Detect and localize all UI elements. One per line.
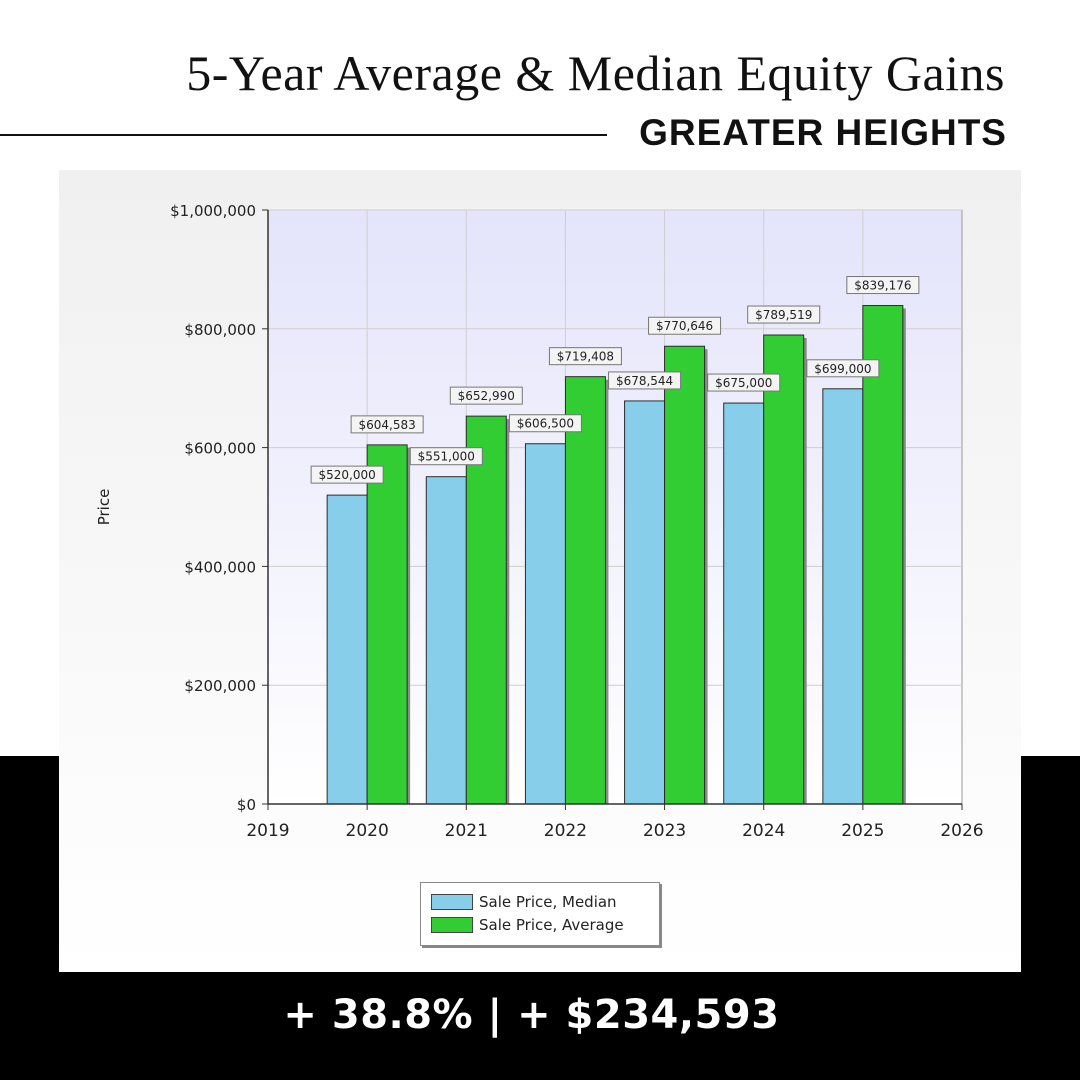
data-label-median-2022: $606,500 bbox=[508, 414, 582, 433]
data-label-box bbox=[707, 373, 781, 392]
data-label-average-2025: $839,176 bbox=[846, 276, 920, 295]
data-label-median-2020: $520,000 bbox=[310, 465, 384, 484]
data-label-box bbox=[806, 359, 880, 378]
data-label-median-2024: $675,000 bbox=[707, 373, 781, 392]
bar-average-2021 bbox=[465, 415, 507, 805]
data-label-median-2023: $678,544 bbox=[608, 371, 682, 390]
x-tick-label: 2022 bbox=[544, 821, 587, 841]
data-label-box bbox=[648, 316, 722, 335]
equity-gain-stat: + 38.8% | + $234,593 bbox=[283, 992, 780, 1038]
x-tick-label: 2023 bbox=[643, 821, 686, 841]
data-label-text: $675,000 bbox=[715, 376, 772, 390]
y-axis-title: Price bbox=[95, 489, 113, 526]
data-label-text: $551,000 bbox=[418, 450, 475, 464]
x-tick-label: 2020 bbox=[346, 821, 389, 841]
data-label-text: $839,176 bbox=[854, 279, 911, 293]
data-label-average-2024: $789,519 bbox=[747, 305, 821, 324]
data-label-text: $652,990 bbox=[458, 389, 515, 403]
data-label-text: $606,500 bbox=[517, 417, 574, 431]
legend-item-average: Sale Price, Average bbox=[431, 913, 649, 936]
data-label-text: $719,408 bbox=[557, 350, 614, 364]
y-tick-label: $400,000 bbox=[184, 558, 256, 576]
data-label-box bbox=[508, 414, 582, 433]
bar-median-2025 bbox=[822, 388, 864, 805]
data-label-average-2022: $719,408 bbox=[548, 347, 622, 366]
chart-legend: Sale Price, Median Sale Price, Average bbox=[420, 882, 660, 946]
data-label-box bbox=[409, 447, 483, 466]
bar-average-2020 bbox=[366, 444, 408, 805]
bar-median-2020 bbox=[326, 494, 368, 805]
data-label-median-2021: $551,000 bbox=[409, 447, 483, 466]
bar-median-2021 bbox=[425, 476, 467, 805]
data-label-text: $789,519 bbox=[755, 308, 812, 322]
x-tick-label: 2024 bbox=[742, 821, 785, 841]
x-tick-label: 2019 bbox=[246, 821, 289, 841]
data-label-text: $678,544 bbox=[616, 374, 673, 388]
x-tick-label: 2025 bbox=[841, 821, 884, 841]
bar-average-2024 bbox=[763, 334, 805, 805]
data-label-box bbox=[548, 347, 622, 366]
page-subtitle: GREATER HEIGHTS bbox=[639, 112, 1007, 153]
chart-panel: $520,000 $604,583 $551,000 $652,990 $606,500… bbox=[59, 170, 1021, 972]
data-label-box bbox=[846, 276, 920, 295]
data-label-box bbox=[747, 305, 821, 324]
data-label-box bbox=[310, 465, 384, 484]
y-tick-label: $800,000 bbox=[184, 321, 256, 339]
data-label-text: $604,583 bbox=[359, 418, 416, 432]
bar-average-2023 bbox=[664, 345, 706, 805]
legend-label-average: Sale Price, Average bbox=[479, 915, 624, 934]
data-label-box bbox=[350, 415, 424, 434]
bar-median-2022 bbox=[524, 443, 566, 805]
legend-item-median: Sale Price, Median bbox=[431, 890, 649, 913]
data-label-median-2025: $699,000 bbox=[806, 359, 880, 378]
y-tick-label: $600,000 bbox=[184, 440, 256, 458]
bar-chart: $520,000 $604,583 $551,000 $652,990$606,500… bbox=[95, 202, 984, 841]
bar-average-2025 bbox=[862, 305, 904, 805]
data-label-text: $520,000 bbox=[319, 468, 376, 482]
data-label-text: $770,646 bbox=[656, 319, 713, 333]
data-label-average-2023: $770,646 bbox=[648, 316, 722, 335]
data-label-average-2020: $604,583 bbox=[350, 415, 424, 434]
data-label-text: $699,000 bbox=[814, 362, 871, 376]
data-label-box bbox=[449, 386, 523, 405]
x-tick-label: 2021 bbox=[445, 821, 488, 841]
data-label-box bbox=[608, 371, 682, 390]
page-title: 5-Year Average & Median Equity Gains bbox=[186, 45, 1005, 101]
bar-median-2024 bbox=[723, 402, 765, 805]
bar-median-2023 bbox=[624, 400, 666, 805]
y-tick-label: $1,000,000 bbox=[170, 202, 256, 220]
legend-label-median: Sale Price, Median bbox=[479, 892, 617, 911]
y-tick-label: $0 bbox=[237, 796, 256, 814]
x-tick-label: 2026 bbox=[940, 821, 983, 841]
legend-swatch-median bbox=[431, 893, 473, 910]
y-tick-label: $200,000 bbox=[184, 677, 256, 695]
data-label-average-2021: $652,990 bbox=[449, 386, 523, 405]
bar-average-2022 bbox=[564, 376, 606, 805]
legend-swatch-average bbox=[431, 916, 473, 933]
title-divider bbox=[0, 134, 607, 136]
